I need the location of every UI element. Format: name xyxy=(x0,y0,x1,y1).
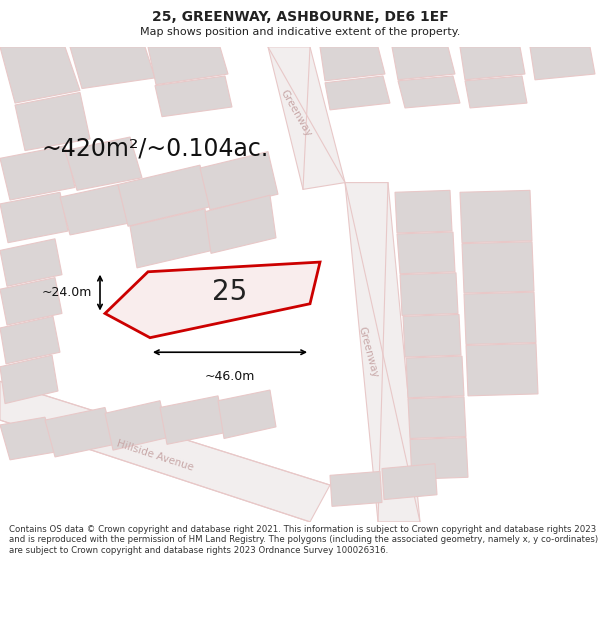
Text: 25: 25 xyxy=(212,278,248,306)
Polygon shape xyxy=(105,262,320,338)
Polygon shape xyxy=(118,165,210,226)
Polygon shape xyxy=(530,47,595,80)
Polygon shape xyxy=(0,278,62,325)
Polygon shape xyxy=(105,401,168,450)
Polygon shape xyxy=(15,92,90,151)
Text: Hillside Avenue: Hillside Avenue xyxy=(115,439,194,473)
Polygon shape xyxy=(325,76,390,110)
Polygon shape xyxy=(410,438,468,479)
Polygon shape xyxy=(70,47,155,89)
Polygon shape xyxy=(0,192,68,242)
Polygon shape xyxy=(397,232,455,274)
Polygon shape xyxy=(205,195,276,253)
Text: ~46.0m: ~46.0m xyxy=(205,369,255,382)
Polygon shape xyxy=(0,355,58,404)
Polygon shape xyxy=(0,316,60,364)
Polygon shape xyxy=(403,314,461,357)
Polygon shape xyxy=(60,184,128,235)
Polygon shape xyxy=(0,47,80,103)
Polygon shape xyxy=(400,272,458,316)
Text: ~420m²/~0.104ac.: ~420m²/~0.104ac. xyxy=(41,137,269,161)
Polygon shape xyxy=(0,239,62,286)
Polygon shape xyxy=(408,397,466,439)
Text: 25, GREENWAY, ASHBOURNE, DE6 1EF: 25, GREENWAY, ASHBOURNE, DE6 1EF xyxy=(152,10,448,24)
Polygon shape xyxy=(200,152,278,210)
Polygon shape xyxy=(460,191,532,242)
Polygon shape xyxy=(130,209,212,268)
Polygon shape xyxy=(392,47,455,80)
Polygon shape xyxy=(330,471,382,506)
Polygon shape xyxy=(0,146,75,200)
Text: Greenway: Greenway xyxy=(356,326,380,379)
Polygon shape xyxy=(155,76,232,117)
Text: Contains OS data © Crown copyright and database right 2021. This information is : Contains OS data © Crown copyright and d… xyxy=(9,525,598,555)
Polygon shape xyxy=(345,182,420,522)
Polygon shape xyxy=(395,191,452,233)
Polygon shape xyxy=(465,76,527,108)
Polygon shape xyxy=(268,47,345,189)
Polygon shape xyxy=(65,137,142,191)
Text: Greenway: Greenway xyxy=(278,88,313,138)
Polygon shape xyxy=(382,464,437,499)
Polygon shape xyxy=(462,242,534,293)
Polygon shape xyxy=(460,47,525,80)
Polygon shape xyxy=(406,356,464,398)
Polygon shape xyxy=(160,396,225,444)
Polygon shape xyxy=(45,408,115,457)
Polygon shape xyxy=(398,76,460,108)
Polygon shape xyxy=(466,344,538,396)
Polygon shape xyxy=(218,390,276,439)
Polygon shape xyxy=(464,292,536,344)
Polygon shape xyxy=(320,47,385,81)
Text: Map shows position and indicative extent of the property.: Map shows position and indicative extent… xyxy=(140,26,460,36)
Text: ~24.0m: ~24.0m xyxy=(41,286,92,299)
Polygon shape xyxy=(0,381,330,522)
Polygon shape xyxy=(148,47,228,84)
Polygon shape xyxy=(0,417,55,460)
